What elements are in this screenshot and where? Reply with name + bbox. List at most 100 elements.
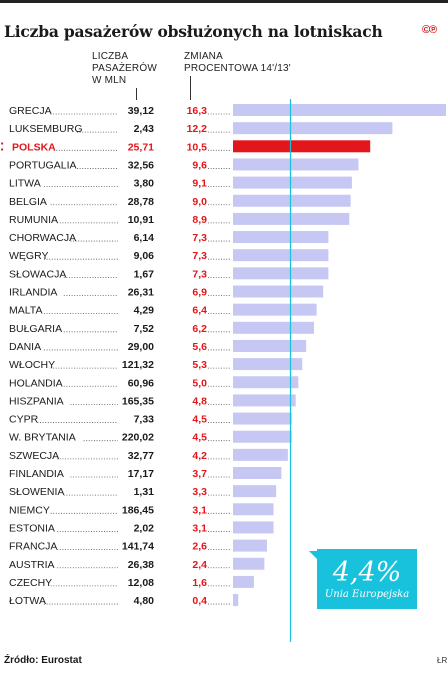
top-rule [0, 0, 448, 3]
passengers-value-label: 1,31 [134, 486, 155, 498]
country-label: CYPR [9, 414, 39, 426]
change-value-label: 6,9 [192, 287, 207, 299]
bar [233, 321, 315, 334]
author-credit: ŁR [437, 656, 448, 665]
bar [233, 412, 292, 425]
country-label: SŁOWACJA [9, 268, 66, 280]
bar [233, 376, 299, 389]
change-value-label: 6,2 [192, 323, 207, 335]
header-passengers: LICZBA PASAŻERÓW W MLN [92, 51, 157, 87]
change-value-label: 7,3 [192, 232, 207, 244]
header-passengers-line: LICZBA [92, 51, 129, 62]
passengers-value-label: 7,52 [134, 323, 155, 335]
bar [233, 521, 274, 534]
country-label: FINLANDIA [9, 468, 64, 480]
passengers-value-label: 141,74 [122, 541, 154, 553]
header-change: ZMIANA PROCENTOWA 14'/13' [184, 51, 291, 75]
passengers-value-label: 9,06 [134, 250, 155, 262]
change-value-label: 9,6 [192, 159, 207, 171]
change-value-label: 9,0 [192, 196, 207, 208]
bar [233, 448, 288, 461]
bar [233, 485, 277, 498]
header-passengers-line: W MLN [92, 75, 127, 86]
change-value-label: 10,5 [187, 141, 208, 153]
passengers-value-label: 4,29 [134, 305, 155, 317]
bar [233, 394, 296, 407]
change-value-label: 3,3 [192, 486, 207, 498]
change-value-label: 4,5 [192, 432, 207, 444]
passengers-value-label: 220,02 [122, 432, 154, 444]
passengers-value-label: 165,35 [122, 395, 154, 407]
change-value-label: 2,6 [192, 541, 207, 553]
page-title: Liczba pasażerów obsłużonych na lotniska… [4, 22, 383, 41]
country-label: FRANCJA [9, 541, 57, 553]
source-note: Źródło: Eurostat [4, 655, 82, 666]
bar [233, 339, 307, 352]
passengers-value-label: 32,77 [128, 450, 154, 462]
change-value-label: 6,4 [192, 305, 207, 317]
header-passengers-line: PASAŻERÓW [92, 63, 157, 74]
passengers-value-label: 4,80 [134, 595, 155, 607]
header-change-leader [190, 76, 191, 100]
passengers-value-label: 186,45 [122, 504, 154, 516]
bar [233, 467, 282, 479]
bar [233, 575, 254, 588]
bar [233, 594, 239, 607]
change-value-label: 8,9 [192, 214, 207, 226]
change-value-label: 2,4 [192, 559, 207, 571]
change-value-label: 3,7 [192, 468, 207, 480]
bar [233, 212, 350, 225]
bar [233, 176, 352, 189]
change-value-label: 5,3 [192, 359, 207, 371]
passengers-value-label: 25,71 [128, 141, 154, 153]
header-change-line: ZMIANA [184, 51, 223, 62]
passengers-value-label: 17,17 [128, 468, 154, 480]
change-value-label: 7,3 [192, 268, 207, 280]
passengers-value-label: 29,00 [128, 341, 154, 353]
country-label: AUSTRIA [9, 559, 55, 571]
highlight-marker-icon: ⁚ [0, 140, 4, 153]
country-label: IRLANDIA [9, 287, 57, 299]
country-label: SŁOWENIA [9, 486, 64, 498]
passengers-value-label: 2,02 [134, 522, 155, 534]
country-label: DANIA [9, 341, 41, 353]
change-value-label: 16,3 [187, 105, 208, 117]
bar [233, 104, 446, 116]
change-value-label: 0,4 [192, 595, 207, 607]
bar [233, 358, 303, 371]
header-change-line: PROCENTOWA 14'/13' [184, 63, 291, 74]
change-value-label: 1,6 [192, 577, 207, 589]
passengers-value-label: 3,80 [134, 178, 155, 190]
change-value-label: 4,2 [192, 450, 207, 462]
country-label: ŁOTWA [9, 595, 46, 607]
passengers-value-label: 6,14 [134, 232, 155, 244]
passengers-value-label: 26,38 [128, 559, 154, 571]
country-label: LITWA [9, 178, 41, 190]
country-label: GRECJA [9, 105, 52, 117]
change-value-label: 3,1 [192, 522, 207, 534]
eu-average-label: Unia Europejska [324, 589, 410, 600]
country-label: SZWECJA [9, 450, 59, 462]
country-label: LUKSEMBURG [9, 123, 83, 135]
passengers-value-label: 2,43 [134, 123, 155, 135]
bar [233, 249, 329, 262]
bar [233, 194, 351, 207]
bar [233, 430, 292, 443]
change-value-label: 12,2 [187, 123, 208, 135]
country-label: NIEMCY [9, 504, 50, 516]
country-label: POLSKA [12, 141, 56, 153]
bar [233, 503, 274, 516]
country-label: HISZPANIA [9, 395, 64, 407]
bar [233, 539, 267, 552]
passengers-value-label: 26,31 [128, 287, 154, 299]
country-label: CZECHY [9, 577, 52, 589]
passengers-value-label: 32,56 [128, 159, 154, 171]
change-value-label: 7,3 [192, 250, 207, 262]
country-label: WĘGRY [9, 250, 48, 262]
change-value-label: 3,1 [192, 504, 207, 516]
change-value-label: 9,1 [192, 178, 207, 190]
publisher-logo: ©℗ [422, 24, 437, 36]
bar [233, 122, 393, 135]
change-value-label: 5,6 [192, 341, 207, 353]
